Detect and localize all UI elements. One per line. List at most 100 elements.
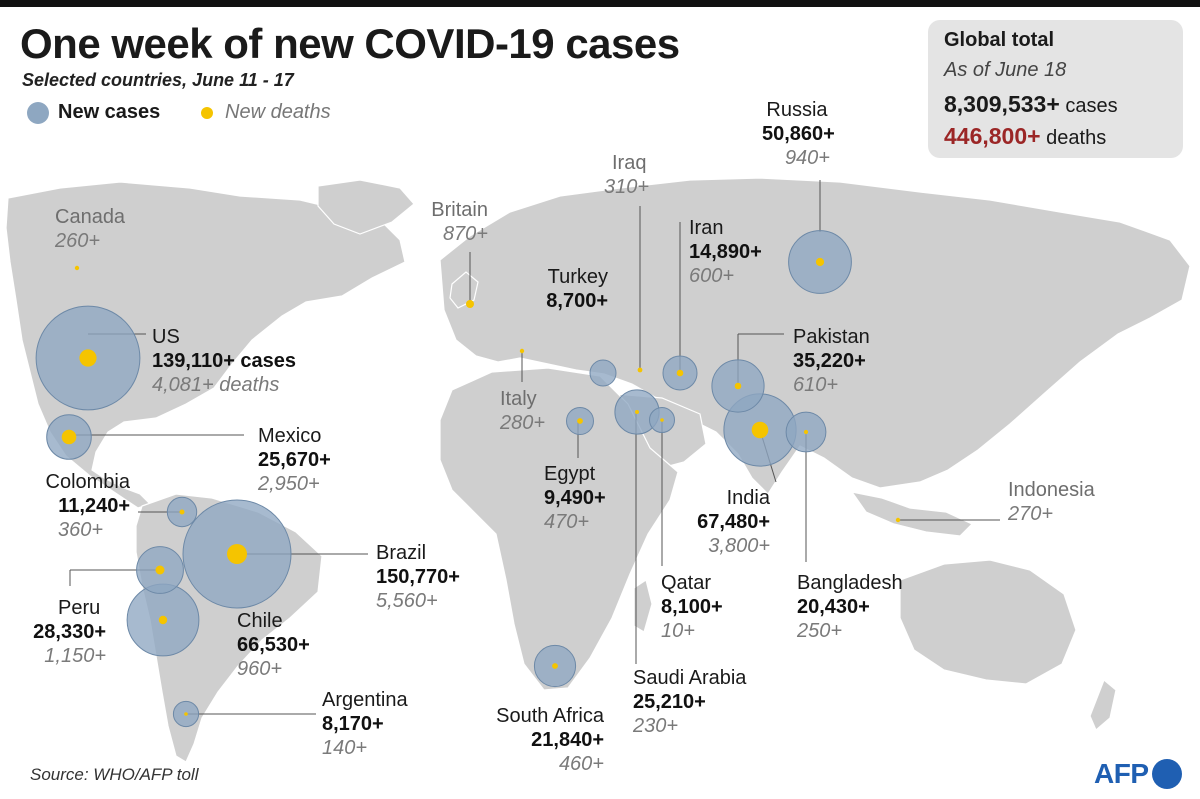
label-canada: Canada 260+ [55, 205, 125, 253]
india-cases: 67,480+ [697, 511, 770, 533]
deaths-dot-qatar [660, 418, 664, 422]
chile-name: Chile [237, 610, 283, 632]
deaths-dot-pakistan [734, 382, 742, 390]
brazil-deaths: 5,560+ [376, 590, 438, 612]
deaths-dot-egypt [577, 418, 583, 424]
iran-name: Iran [689, 217, 724, 239]
mexico-deaths: 2,950+ [258, 473, 320, 495]
land-africa [439, 367, 679, 691]
land-britain [449, 271, 479, 309]
label-iran: Iran 14,890+ 600+ [689, 216, 762, 288]
label-chile: Chile 66,530+ 960+ [237, 609, 310, 681]
deaths-dot-india [751, 421, 769, 439]
russia-cases: 50,860+ [762, 123, 835, 145]
italy-name: Italy [500, 388, 537, 410]
saudi-arabia-deaths: 230+ [633, 715, 679, 737]
label-south-africa: South Africa 21,840+ 460+ [470, 704, 604, 776]
land-new-zealand [1089, 679, 1117, 731]
canada-name: Canada [55, 206, 126, 228]
pakistan-name: Pakistan [793, 326, 870, 348]
deaths-dot-argentina [184, 712, 188, 716]
deaths-dot-southafrica [552, 663, 558, 669]
egypt-deaths: 470+ [544, 511, 590, 533]
label-pakistan: Pakistan 35,220+ 610+ [793, 325, 870, 397]
bangladesh-cases: 20,430+ [797, 596, 870, 618]
label-argentina: Argentina 8,170+ 140+ [322, 688, 408, 760]
label-indonesia: Indonesia 270+ [1008, 478, 1095, 526]
label-qatar: Qatar 8,100+ 10+ [661, 571, 723, 643]
egypt-name: Egypt [544, 463, 596, 485]
deaths-dot-britain [466, 300, 474, 308]
legend-cases-label: New cases [58, 101, 161, 123]
peru-cases: 28,330+ [33, 621, 106, 643]
iraq-deaths: 310+ [604, 176, 650, 198]
legend-cases: New cases [27, 101, 160, 124]
afp-logo: AFP [1094, 758, 1182, 790]
chile-cases: 66,530+ [237, 634, 310, 656]
global-total-heading: Global total [944, 29, 1054, 51]
landmasses [5, 177, 1191, 763]
label-brazil: Brazil 150,770+ 5,560+ [376, 541, 460, 613]
deaths-dot-chile [158, 615, 168, 625]
deaths-dot-iran [676, 369, 684, 377]
label-peru: Peru 28,330+ 1,150+ [14, 596, 106, 668]
legend-cases-swatch [27, 101, 49, 124]
label-bangladesh: Bangladesh 20,430+ 250+ [797, 571, 903, 643]
land-australia [899, 559, 1077, 685]
top-bar [0, 0, 1200, 7]
label-britain: Britain 870+ [396, 198, 488, 246]
global-total-date: As of June 18 [944, 59, 1067, 81]
global-deaths-label: deaths [1046, 127, 1107, 149]
mexico-cases: 25,670+ [258, 449, 331, 471]
canada-deaths: 260+ [55, 230, 101, 252]
label-italy: Italy 280+ [500, 387, 545, 435]
south-africa-deaths: 460+ [558, 753, 604, 775]
iran-cases: 14,890+ [689, 241, 762, 263]
deaths-dot-us [79, 349, 97, 367]
egypt-cases: 9,490+ [544, 487, 606, 509]
britain-name: Britain [431, 199, 488, 221]
bangladesh-name: Bangladesh [797, 572, 903, 594]
land-greenland [317, 179, 415, 235]
label-russia: Russia 50,860+ 940+ [762, 98, 835, 170]
qatar-name: Qatar [661, 572, 712, 594]
cases-bubble-turkey [589, 359, 617, 387]
deaths-dot-saudi [635, 410, 639, 414]
pakistan-deaths: 610+ [793, 374, 839, 396]
page-subtitle: Selected countries, June 11 - 17 [22, 70, 294, 90]
south-africa-name: South Africa [496, 705, 604, 727]
turkey-cases: 8,700+ [546, 290, 608, 312]
italy-deaths: 280+ [500, 412, 546, 434]
afp-logo-text: AFP [1094, 758, 1149, 789]
peru-deaths: 1,150+ [44, 645, 106, 667]
argentina-cases: 8,170+ [322, 713, 384, 735]
colombia-name: Colombia [45, 471, 130, 493]
label-india: India 67,480+ 3,800+ [670, 486, 770, 558]
deaths-dot-brazil [227, 544, 247, 564]
legend-deaths: New deaths [201, 101, 331, 124]
saudi-arabia-cases: 25,210+ [633, 691, 706, 713]
pakistan-cases: 35,220+ [793, 350, 866, 372]
legend-deaths-label: New deaths [225, 101, 331, 123]
deaths-dot-peru [155, 565, 165, 575]
global-total-box: Global total As of June 18 8,309,533+ ca… [928, 20, 1183, 158]
deaths-dots [61, 257, 901, 716]
global-cases-label: cases [1065, 95, 1118, 117]
deaths-dot-mexico [61, 429, 77, 445]
us-name: US [152, 326, 180, 348]
page-title: One week of new COVID-19 cases [20, 20, 680, 67]
india-deaths: 3,800+ [708, 535, 770, 557]
britain-deaths: 870+ [442, 223, 488, 245]
deaths-dot-iraq [637, 367, 643, 373]
global-deaths-value: 446,800+ [944, 123, 1041, 149]
legend-deaths-swatch [201, 106, 213, 119]
chile-deaths: 960+ [237, 658, 283, 680]
russia-name: Russia [766, 99, 828, 121]
peru-name: Peru [58, 597, 101, 619]
label-mexico: Mexico 25,670+ 2,950+ [258, 424, 331, 496]
argentina-name: Argentina [322, 689, 408, 711]
qatar-deaths: 10+ [661, 620, 695, 642]
argentina-deaths: 140+ [322, 737, 368, 759]
india-name: India [726, 487, 770, 509]
deaths-dot-colombia [179, 509, 185, 515]
